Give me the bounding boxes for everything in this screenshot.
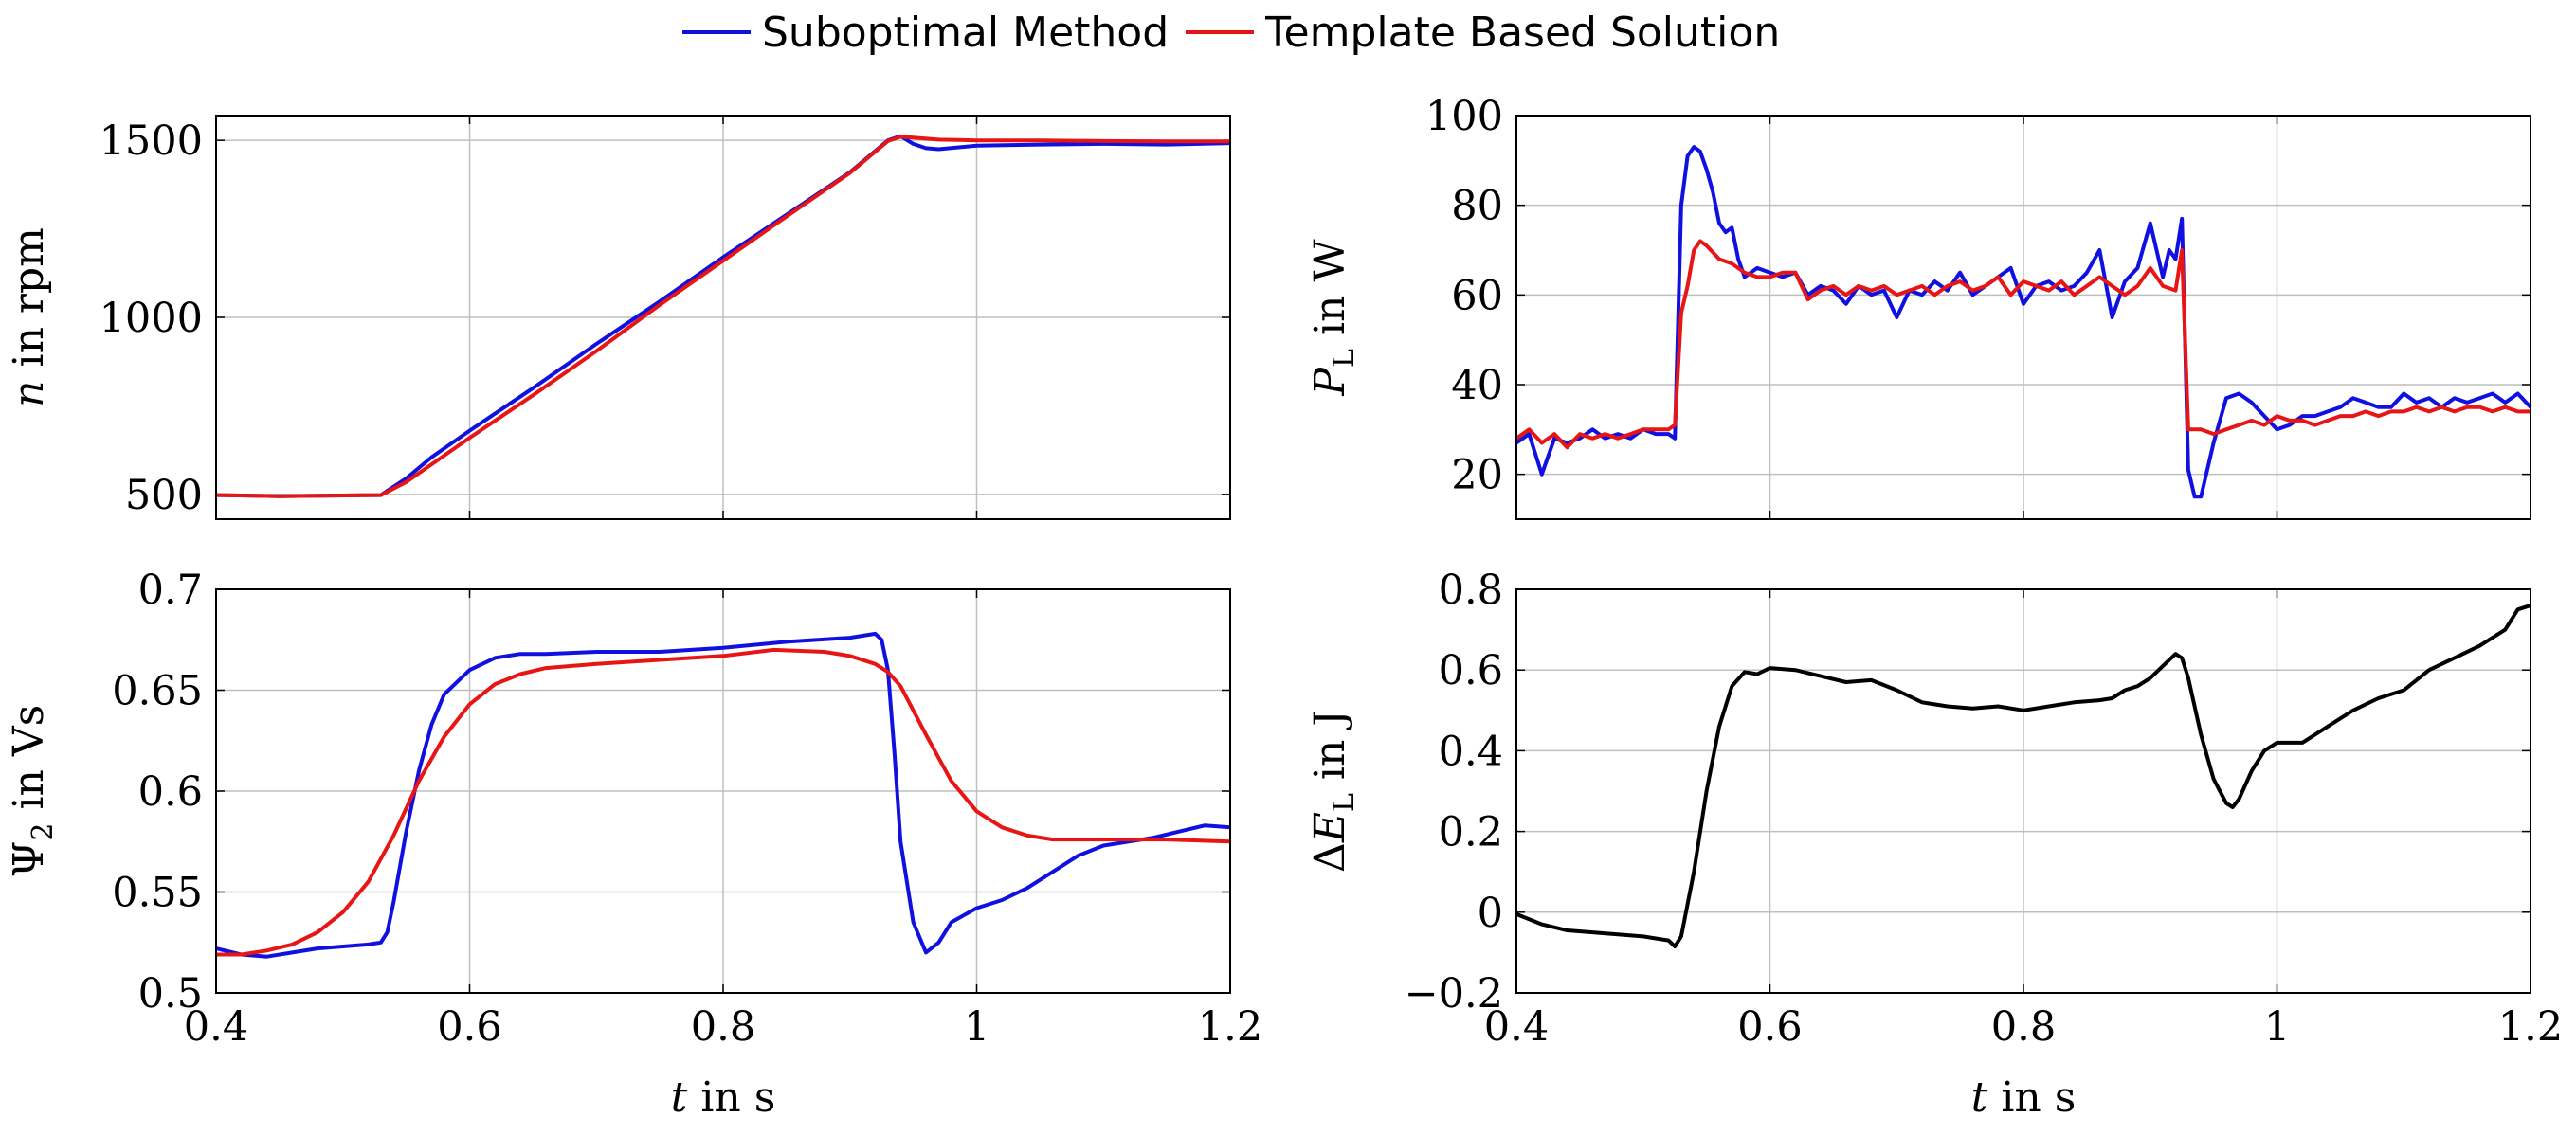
x-tick-label: 0.6: [1737, 1003, 1802, 1051]
series-line-series_a: [1515, 145, 2532, 499]
y-tick-label: 0.6: [138, 768, 203, 816]
x-tick-label: 0.8: [1991, 1003, 2056, 1051]
chart-speed: 500 1000 1500 n in rpm: [5, 115, 1231, 520]
y-tick-label: 500: [125, 472, 203, 519]
y-tick-label: 0.7: [138, 567, 203, 614]
legend-item-template: Template Based Solution: [1186, 9, 1780, 57]
y-tick-label: 0.2: [1439, 809, 1503, 856]
y-tick-label: 1000: [100, 295, 203, 342]
y-axis-label: n in rpm: [5, 227, 53, 407]
x-tick-label: 0.8: [691, 1003, 755, 1051]
y-tick-label: 20: [1451, 452, 1503, 499]
x-tick-label: 0.6: [437, 1003, 501, 1051]
legend-swatch-suboptimal: [682, 30, 751, 34]
y-tick-label: 0.4: [1439, 728, 1503, 775]
y-tick-label: 0.65: [112, 668, 203, 715]
legend-item-suboptimal: Suboptimal Method: [682, 9, 1169, 57]
x-axis-label: t in s: [1971, 1073, 2077, 1122]
legend: Suboptimal Method Template Based Solutio…: [682, 2, 1797, 63]
y-tick-label: 0: [1478, 890, 1503, 937]
y-axis-label: PL in W: [1306, 239, 1361, 397]
legend-label-template: Template Based Solution: [1265, 8, 1781, 57]
legend-label-suboptimal: Suboptimal Method: [762, 8, 1170, 57]
y-tick-label: 100: [1425, 93, 1503, 140]
y-axis-label: Ψ2 in Vs: [5, 705, 60, 877]
y-tick-label: 60: [1451, 272, 1503, 319]
plot-frame: [1515, 115, 2531, 520]
plot-frame: [215, 588, 1231, 994]
chart-loss-power: 20 40 60 80 100 PL in W: [1306, 93, 2532, 520]
x-tick-label: 1.2: [1198, 1003, 1262, 1051]
x-tick-label: 0.4: [184, 1003, 248, 1051]
series-line-series_a: [215, 631, 1231, 959]
x-tick-label: 1: [2264, 1003, 2290, 1051]
y-axis-label: ΔEL in J: [1306, 710, 1361, 873]
y-tick-label: 80: [1451, 183, 1503, 230]
y-tick-label: −0.2: [1405, 970, 1503, 1018]
legend-swatch-template: [1186, 30, 1255, 34]
y-tick-label: 40: [1451, 362, 1503, 409]
y-tick-label: 1500: [100, 117, 203, 165]
x-tick-label: 1.2: [2498, 1003, 2563, 1051]
x-axis-label: t in s: [671, 1073, 776, 1122]
plot-frame: [1515, 588, 2531, 994]
y-tick-label: 0.8: [1439, 567, 1503, 614]
plot-frame: [215, 115, 1231, 520]
y-tick-label: 0.5: [138, 970, 203, 1018]
series-line-series_b: [216, 647, 1231, 957]
series-line-series_b: [215, 135, 1230, 498]
x-tick-label: 0.4: [1484, 1003, 1549, 1051]
y-tick-label: 0.55: [112, 870, 203, 917]
series-line-series_b: [1515, 239, 2531, 450]
chart-energy: −0.2 0 0.2 0.4 0.6 0.8 0.4 0.6 0.8 1 1.2 t in s ΔEL …: [1306, 567, 2563, 1122]
chart-flux: 0.5 0.55 0.6 0.65 0.7 0.4 0.6 0.8 1 1.2 t in s Ψ2 i…: [5, 567, 1262, 1122]
y-tick-label: 0.6: [1439, 647, 1503, 694]
x-tick-label: 1: [964, 1003, 989, 1051]
series-line-single: [1515, 604, 2531, 948]
